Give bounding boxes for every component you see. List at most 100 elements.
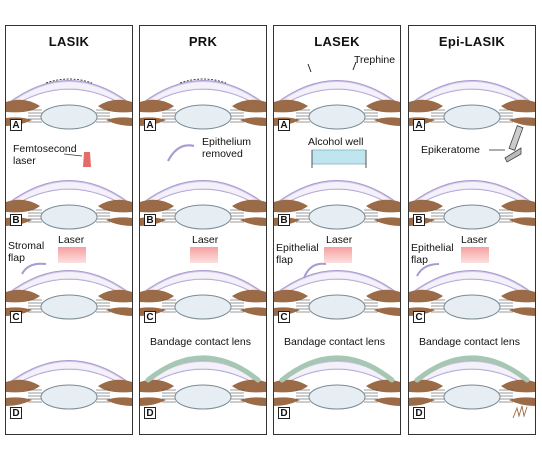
epithelial-flap [303,262,327,279]
crystalline-lens [443,384,501,410]
laser-label: Laser [326,234,353,246]
eye-diagram-b [274,180,400,230]
stromal-flap-label: Stromal flap [8,240,45,264]
crystalline-lens [174,104,232,130]
trephine-label: Trephine [354,54,396,66]
alcohol-well-label: Alcohol well [308,136,364,148]
epikeratome-tool [489,125,524,163]
step-label: C [144,311,156,323]
bandage-lens-label: Bandage contact lens [419,336,520,348]
iris-tissue [6,379,132,406]
zonules [162,209,244,223]
femtosecond-beam [63,152,91,167]
removed-epithelium [167,144,195,162]
panel-title: LASEK [314,34,360,49]
zonules [431,299,513,313]
crystalline-lens [443,104,501,130]
laser-label: Laser [58,234,85,246]
bandage-lens-label: Bandage contact lens [150,336,251,348]
eye-diagram-c [274,270,400,320]
femtosecond-laser-label: Femtosecond laser [13,143,77,167]
eye-diagram-a [140,78,266,130]
step-label: B [413,214,425,226]
zonules [162,389,244,403]
eye-diagram-c [140,270,266,320]
crystalline-lens [443,204,501,230]
zonules [296,299,378,313]
step-label: B [10,214,22,226]
panel-lasik: LASIK A Femtosecond laser B Stromal flap L… [5,25,133,435]
step-label: A [144,119,156,131]
step-label: A [10,119,22,131]
epithelial-flap-label: Epithelial flap [276,242,319,266]
laser-beam [461,247,489,263]
zonules [28,209,110,223]
epithelium-removed-label: Epithelium removed [202,136,252,160]
crystalline-lens [40,384,98,410]
crystalline-lens [308,384,366,410]
eye-diagram-d [140,355,266,410]
epithelial-flap [416,263,440,277]
panel-prk: PRK A Epithelium removed B Laser C Bandag… [139,25,267,435]
panel-title: PRK [188,34,218,49]
step-label: C [10,311,22,323]
step-label: D [413,407,425,419]
iris-tissue [6,199,132,226]
stromal-flap [21,262,47,275]
panel-title: LASIK [48,34,90,49]
laser-beam [324,247,352,263]
panel-lasek: LASEK Trephine A Alcohol well B Epitheli… [273,25,401,435]
flap-cut-line [45,78,93,84]
zonules [162,109,244,123]
step-label: A [413,119,425,131]
zonules [296,209,378,223]
crystalline-lens [443,294,501,320]
zonules [296,109,378,123]
zonules [28,299,110,313]
crystalline-lens [40,104,98,130]
epithelial-flap-label: Epithelial flap [411,242,454,266]
crystalline-lens [308,294,366,320]
epikeratome-label: Epikeratome [421,144,480,156]
step-label: B [144,214,156,226]
step-label: A [278,119,290,131]
eye-diagram-c [6,270,132,320]
step-label: D [144,407,156,419]
panel-title: Epi-LASIK [438,34,506,49]
iris-tissue [140,379,266,406]
alcohol-well [311,149,367,168]
eye-diagram-b [409,180,535,230]
iris-tissue [274,379,400,406]
iris-tissue [140,199,266,226]
zonules [296,389,378,403]
laser-beam [58,247,86,263]
panel-epi-lasik: Epi-LASIK A Epikeratome B Epithelial flap… [408,25,536,435]
zonules [28,109,110,123]
iris-tissue [274,99,400,126]
trephine-marks [307,61,357,73]
bandage-contact-lens [279,355,395,383]
bandage-contact-lens [145,355,261,383]
eye-diagram-b [6,180,132,230]
step-label: C [278,311,290,323]
zonules [162,299,244,313]
laser-beam [190,247,218,263]
epithelium-outline [179,78,227,84]
laser-label: Laser [192,234,219,246]
step-label: B [278,214,290,226]
eye-diagram-a [274,80,400,130]
crystalline-lens [308,204,366,230]
bandage-contact-lens [414,355,530,383]
crystalline-lens [174,384,232,410]
step-label: C [413,311,425,323]
zonules [431,109,513,123]
laser-label: Laser [461,234,488,246]
zonules [431,209,513,223]
step-label: D [278,407,290,419]
eye-diagram-d [6,360,132,410]
step-label: D [10,407,22,419]
crystalline-lens [40,294,98,320]
signature-mark [512,405,528,419]
zonules [431,389,513,403]
eye-diagram-a [6,78,132,130]
